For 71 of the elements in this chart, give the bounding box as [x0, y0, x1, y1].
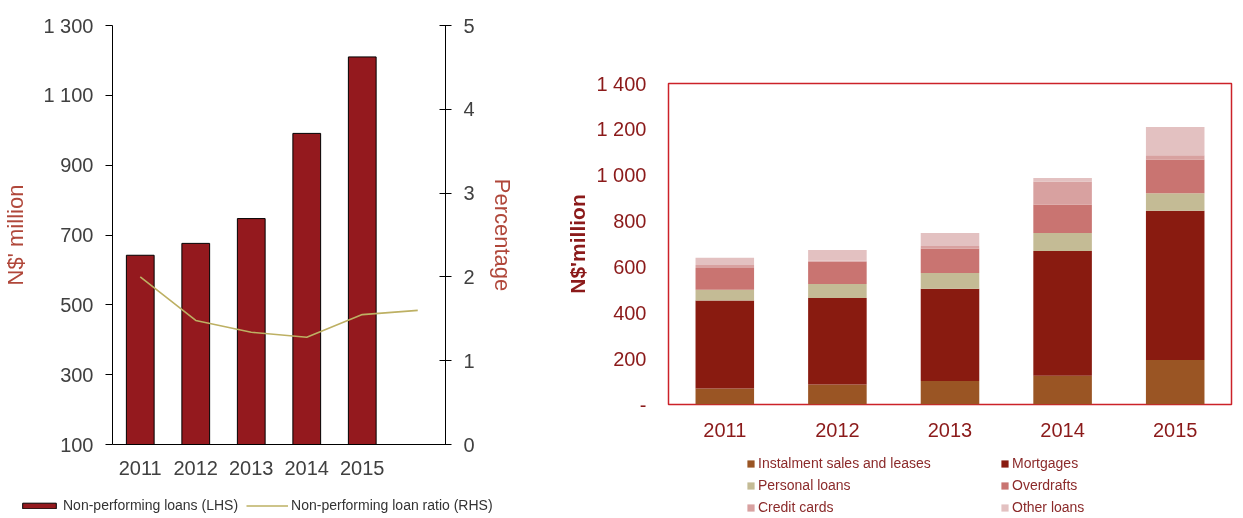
legend-label: Overdrafts	[1012, 477, 1079, 493]
y-tick-label: 700	[60, 224, 94, 246]
bar	[920, 248, 980, 273]
legend-label: Mortgages	[1012, 455, 1080, 471]
bar	[1145, 159, 1205, 194]
y-tick-label: 300	[60, 363, 94, 386]
x-tick-label: 2011	[118, 456, 162, 479]
legend-label: Instalment sales and leases	[758, 455, 932, 471]
legend-label: Personal loans	[758, 477, 852, 493]
x-tick-label: 2013	[229, 456, 274, 479]
bar	[920, 232, 980, 247]
bar	[920, 246, 980, 249]
y2-tick-label: 1	[463, 349, 475, 372]
y-tick-label: 900	[60, 154, 94, 177]
bar	[1145, 210, 1205, 361]
bar	[808, 384, 867, 405]
bar	[808, 283, 867, 299]
bar	[1145, 360, 1205, 405]
bar	[1145, 127, 1205, 156]
y-tick-label: 200	[613, 347, 647, 370]
y2-tick-label: 5	[463, 14, 475, 37]
bar	[808, 298, 867, 385]
bar	[695, 257, 755, 266]
legend-label: Non-performing loan ratio (RHS)	[291, 497, 493, 513]
bar	[1033, 251, 1092, 376]
x-tick-label: 2011	[703, 418, 747, 441]
bar	[1033, 181, 1092, 205]
x-tick-label: 2014	[284, 456, 329, 479]
bar	[920, 380, 980, 405]
bar	[695, 300, 755, 389]
bar	[1145, 193, 1205, 211]
legend-label: Credit cards	[758, 499, 835, 515]
x-tick-label: 2015	[1152, 418, 1198, 441]
y-tick-label: 1 200	[596, 118, 647, 141]
y-tick-label: 1 100	[43, 84, 94, 107]
bar	[1033, 204, 1092, 233]
y-tick-label: 1 000	[596, 164, 647, 187]
bar	[920, 272, 980, 289]
y-tick-label: -	[639, 393, 647, 416]
y-tick-label: 400	[613, 301, 647, 324]
legend-label: Other loans	[1012, 499, 1086, 515]
y-tick-label: 600	[613, 255, 647, 278]
line-series	[139, 276, 419, 339]
x-tick-label: 2015	[340, 456, 385, 479]
y2-axis-title: Percentage	[489, 178, 515, 292]
y2-tick-label: 0	[463, 433, 475, 456]
y-tick-label: 1 300	[43, 14, 94, 37]
bar	[695, 268, 755, 290]
y-tick-label: 100	[60, 433, 94, 456]
legend-label: Non-performing loans (LHS)	[63, 497, 239, 513]
x-tick-label: 2012	[815, 418, 860, 441]
bar	[1145, 155, 1205, 160]
bar	[695, 265, 755, 269]
bar	[1033, 375, 1092, 405]
bar	[695, 388, 755, 405]
x-tick-label: 2014	[1040, 418, 1085, 441]
y-tick-label: 1 400	[596, 72, 647, 95]
y-tick-label: 500	[60, 293, 94, 316]
y-tick-label: 800	[613, 210, 647, 233]
bar	[808, 249, 867, 261]
y2-tick-label: 2	[463, 265, 475, 288]
y-axis-title: N$'million	[566, 194, 590, 294]
bar	[1033, 232, 1092, 252]
y2-tick-label: 4	[463, 98, 475, 121]
y-axis-title: N$' million	[3, 184, 29, 286]
bar	[695, 289, 755, 301]
x-tick-label: 2012	[173, 456, 218, 479]
bar	[808, 261, 867, 284]
bar	[920, 288, 980, 381]
x-tick-label: 2013	[927, 418, 973, 441]
y2-tick-label: 3	[463, 182, 475, 205]
